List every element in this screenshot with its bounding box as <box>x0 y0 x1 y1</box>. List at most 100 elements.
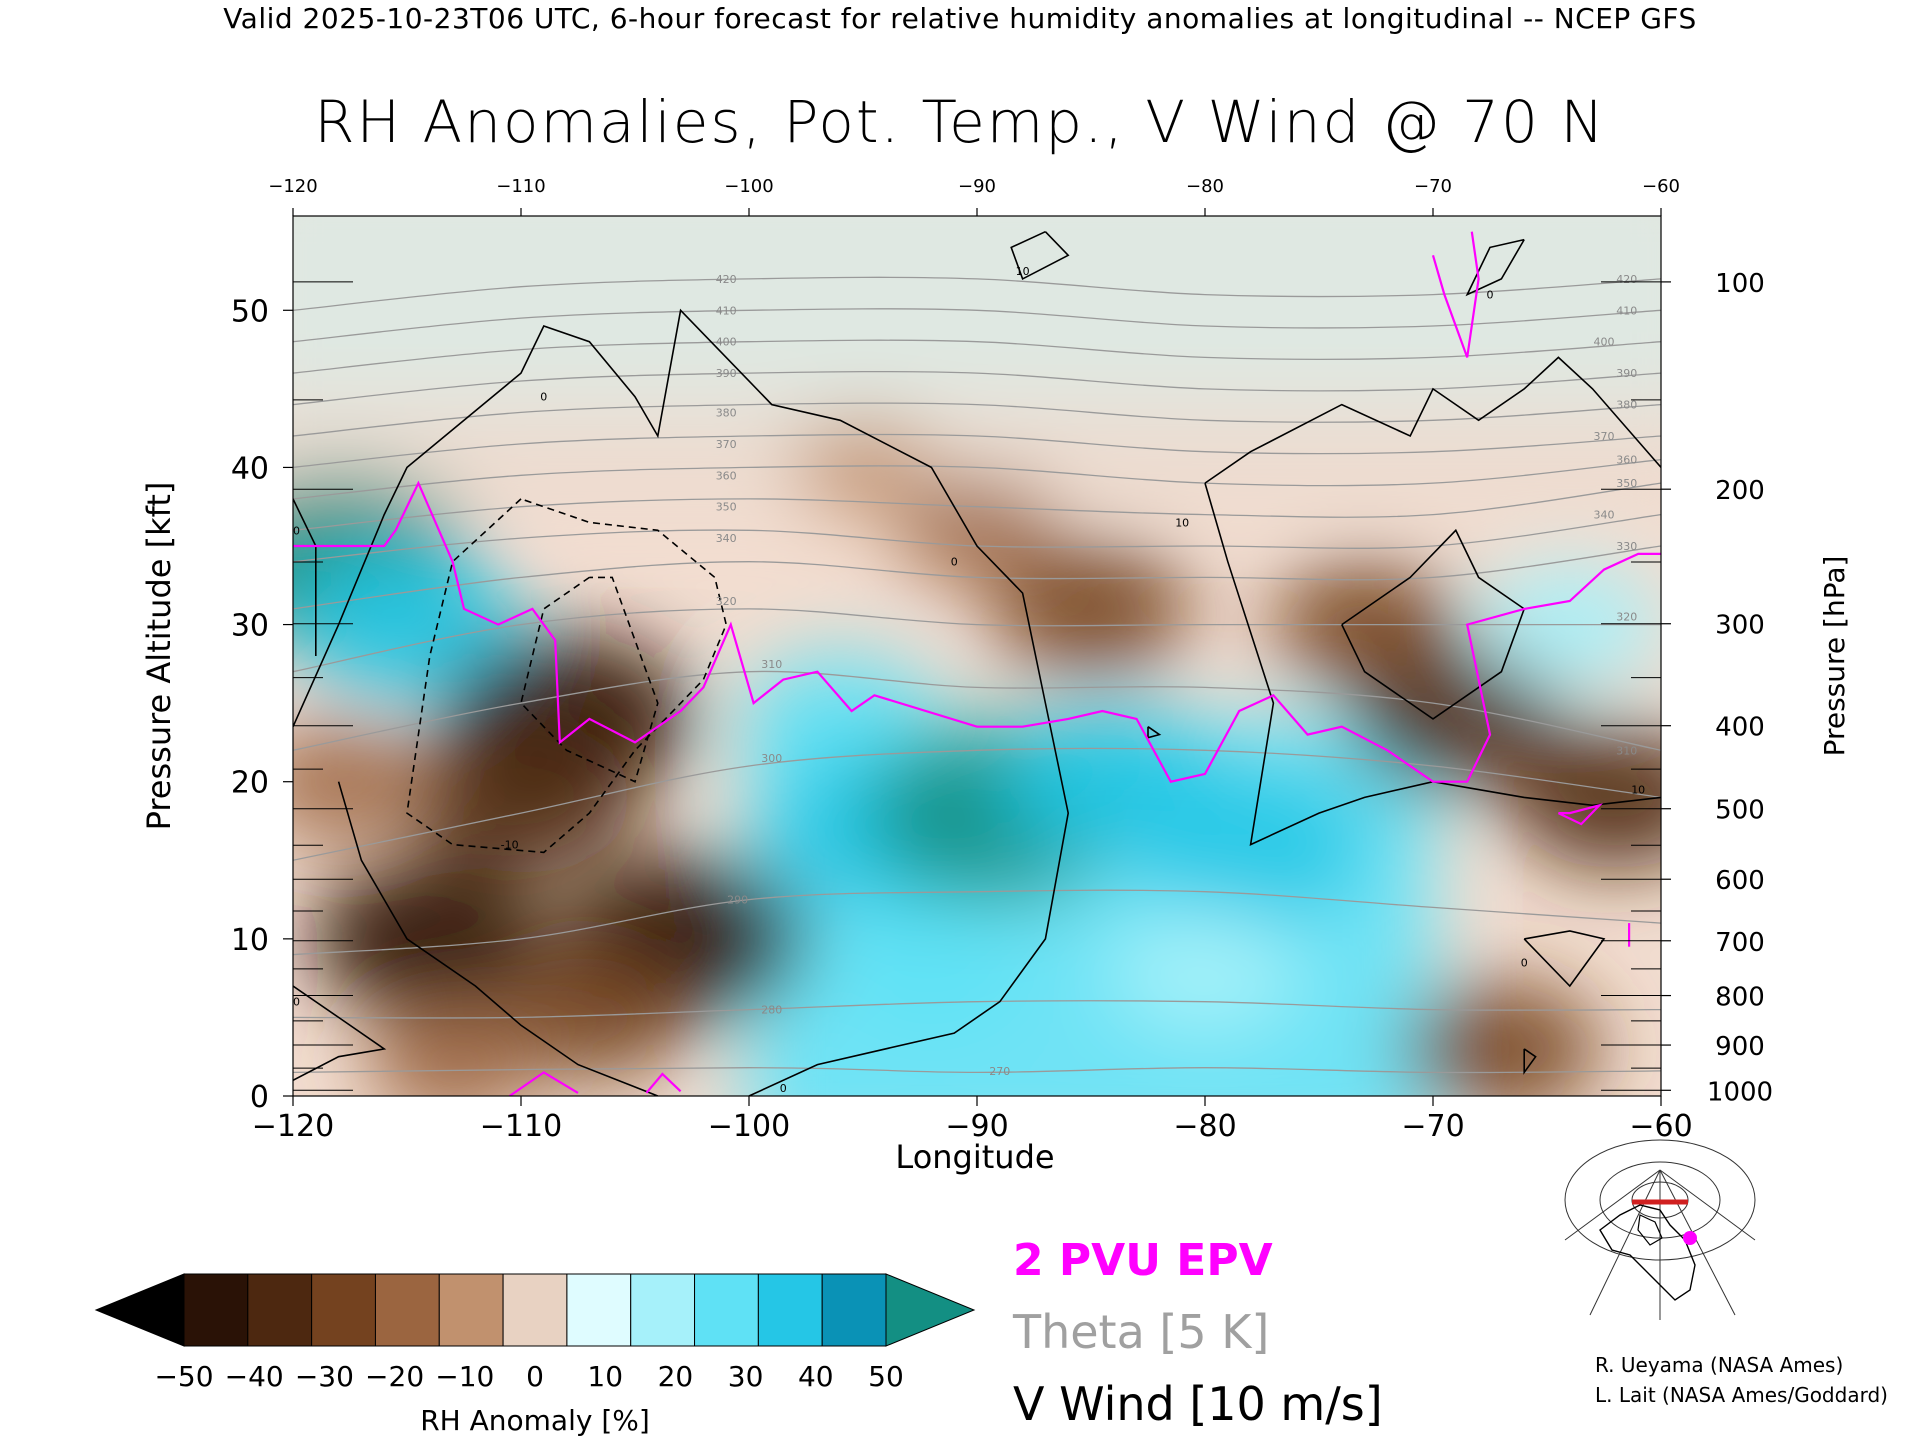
y-axis-label-left: Pressure Altitude [kft] <box>140 482 178 831</box>
x-top-tick-label: −110 <box>496 176 545 197</box>
theta-label: 270 <box>989 1065 1010 1078</box>
theta-contour-420 <box>293 276 1661 311</box>
inset-marker <box>1683 1231 1697 1245</box>
x-top-tick-label: −70 <box>1414 176 1452 197</box>
colorbar-swatch <box>630 1273 696 1347</box>
rh-anomaly-cell <box>293 723 425 840</box>
credit-line-1: R. Ueyama (NASA Ames) <box>1595 1353 1844 1377</box>
theta-contour-330 <box>293 545 1661 610</box>
vwind-contour-0 <box>337 781 659 1096</box>
rh-anomaly-cell <box>897 476 1057 584</box>
vwind-contour-0 <box>1204 356 1661 484</box>
theta-label: 420 <box>716 273 737 286</box>
legend-vwind: V Wind [10 m/s] <box>1013 1377 1383 1431</box>
y-tick-label: 50 <box>231 294 269 329</box>
chart-title: RH Anomalies, Pot. Temp., V Wind @ 70 N <box>314 88 1606 156</box>
location-inset-map <box>1560 1139 1760 1320</box>
colorbar-swatch <box>566 1273 632 1347</box>
colorbar-swatch <box>502 1273 568 1347</box>
pressure-tick-label: 200 <box>1715 476 1765 506</box>
vwind-contour-0 <box>1523 1048 1537 1075</box>
colorbar-swatch <box>438 1273 504 1347</box>
colorbar-label: RH Anomaly [%] <box>420 1404 650 1437</box>
x-tick-label: −80 <box>1173 1109 1236 1144</box>
x-top-tick-label: −60 <box>1642 176 1680 197</box>
x-tick-label: −110 <box>480 1109 562 1144</box>
theta-label: 290 <box>727 894 748 907</box>
theta-contour-350 <box>293 482 1661 531</box>
rh-anomaly-cell <box>1112 907 1298 1033</box>
theta-contour-280 <box>293 1000 1661 1019</box>
vwind-label: 10 <box>286 996 300 1009</box>
theta-contour-380 <box>293 402 1661 437</box>
colorbar-swatch <box>374 1273 440 1347</box>
epv-2pvu-contour <box>645 1072 682 1094</box>
theta-label: 340 <box>1594 509 1615 522</box>
vwind-label: 10 <box>1175 516 1189 529</box>
epv-2pvu-contour <box>1557 803 1603 826</box>
vwind-contour--10 <box>1147 726 1162 739</box>
legend-epv: 2 PVU EPV <box>1013 1235 1273 1286</box>
colorbar-tick-label: −50 <box>154 1360 213 1393</box>
vwind-label: 10 <box>1631 784 1645 797</box>
vwind-label: 0 <box>1521 956 1528 969</box>
pressure-tick-label: 800 <box>1715 983 1765 1013</box>
x-tick-label: −90 <box>945 1109 1008 1144</box>
x-axis-label: Longitude <box>895 1138 1054 1176</box>
theta-label: 370 <box>716 438 737 451</box>
colorbar-tick-label: 40 <box>798 1360 834 1393</box>
pressure-tick-marks <box>293 281 1661 1091</box>
rh-anomaly-cell <box>792 420 934 515</box>
x-tick-label: −60 <box>1629 1109 1692 1144</box>
rh-anomaly-cell <box>496 954 682 1080</box>
epv-2pvu-contour <box>293 480 1661 783</box>
vwind-contour--10 <box>406 498 728 854</box>
vwind-contour-0 <box>293 308 1070 1096</box>
legend-theta: Theta [5 K] <box>1012 1305 1269 1359</box>
colorbar-tick-label: −10 <box>435 1360 494 1393</box>
credit-line-2: L. Lait (NASA Ames/Goddard) <box>1595 1383 1888 1407</box>
axes: −120 −110 −100 −90 −80 −70 −60 −120 −110 −100 −90 −… <box>231 176 1773 1144</box>
colorbar-tick-label: −40 <box>225 1360 284 1393</box>
colorbar-swatch <box>694 1273 759 1347</box>
vwind-label: -10 <box>501 839 519 852</box>
vwind-contour-10 <box>1204 482 1661 846</box>
y-tick-label: 20 <box>231 766 269 801</box>
theta-label: 410 <box>716 304 737 317</box>
vwind-contour--10 <box>520 576 659 783</box>
theta-contour-290 <box>293 889 1661 956</box>
credits: R. Ueyama (NASA Ames) L. Lait (NASA Ames… <box>1595 1350 1888 1410</box>
theta-label: 320 <box>1616 611 1637 624</box>
pressure-tick-label: 700 <box>1715 928 1765 958</box>
pressure-tick-label: 400 <box>1715 713 1765 743</box>
colorbar-swatch <box>757 1273 823 1347</box>
theta-label: 370 <box>1594 430 1615 443</box>
colorbar-tick-label: 0 <box>526 1360 544 1393</box>
y-axis-label-right: Pressure [hPa] <box>1818 556 1851 757</box>
theta-label: 350 <box>1616 477 1637 490</box>
theta-label: 390 <box>716 367 737 380</box>
theta-label: 390 <box>1616 367 1637 380</box>
vwind-label: 0 <box>540 391 547 404</box>
colorbar-swatch <box>183 1273 249 1347</box>
pressure-tick-label: 100 <box>1715 269 1765 299</box>
x-top-tick-label: −90 <box>958 176 996 197</box>
theta-contour-300 <box>293 747 1661 861</box>
vwind-contour-10 <box>1010 230 1070 281</box>
colorbar-swatch <box>821 1273 887 1347</box>
y-tick-label: 10 <box>231 923 269 958</box>
theta-label: 360 <box>1616 454 1637 467</box>
colorbar-swatch <box>311 1273 376 1347</box>
pressure-tick-label: 1000 <box>1707 1077 1773 1107</box>
colorbar-tick-label: 30 <box>728 1360 764 1393</box>
theta-contours <box>293 276 1661 1074</box>
colorbar-swatch <box>247 1273 313 1347</box>
theta-label: 420 <box>1616 273 1637 286</box>
vwind-label: 0 <box>951 556 958 569</box>
colorbar-over-arrow <box>885 1273 976 1347</box>
contour-labels: 2702802903003103203403503603703803904004… <box>286 265 1645 1095</box>
theta-label: 320 <box>716 595 737 608</box>
y-tick-label: 30 <box>231 609 269 644</box>
y-tick-label: 0 <box>250 1080 269 1115</box>
